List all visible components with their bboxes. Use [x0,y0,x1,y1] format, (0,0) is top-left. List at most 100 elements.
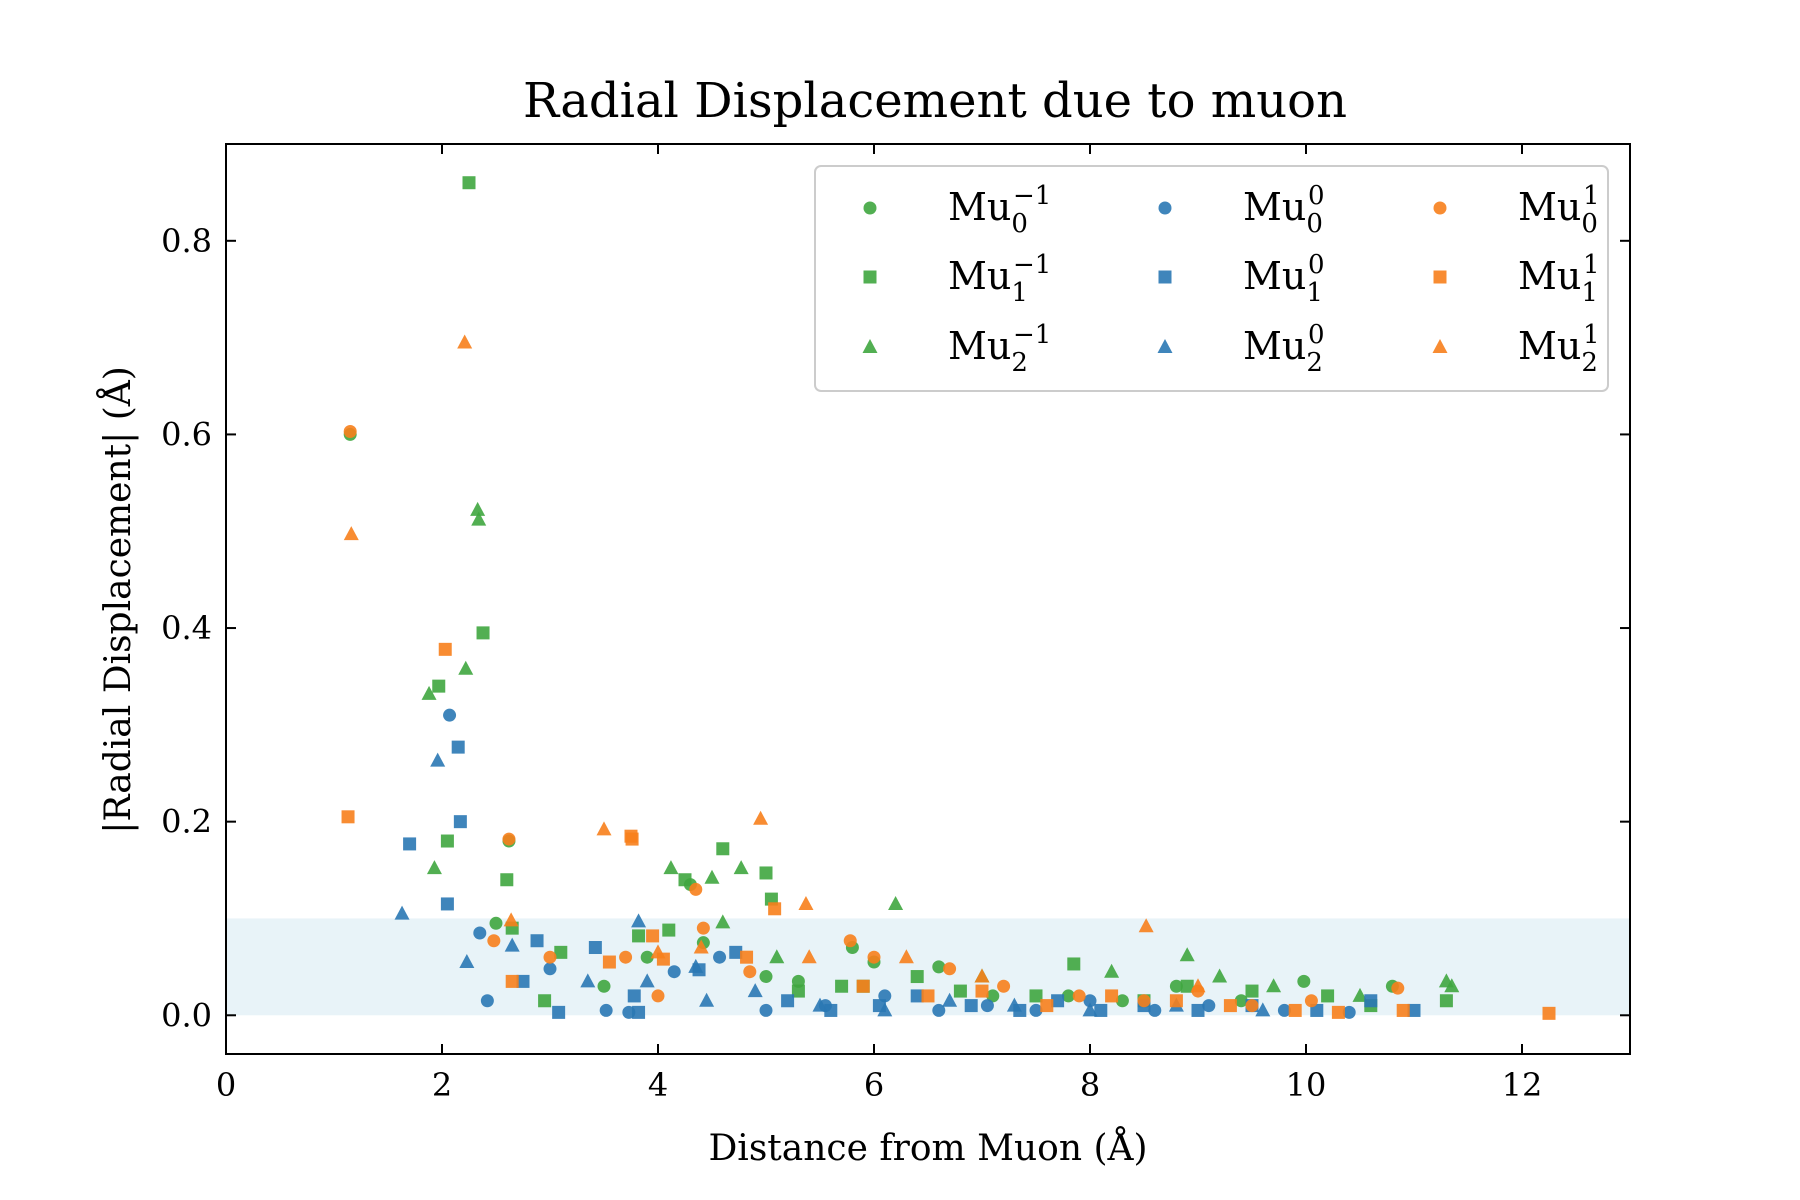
data-point [662,923,676,937]
data-point [1266,978,1282,993]
data-point [650,944,666,959]
ticks-layer: 0 2 4 6 8 10 12 0.0 0.2 0.4 0.6 0.8 [161,144,1630,1104]
chart-title: Radial Displacement due to muon [523,73,1347,129]
legend-label: Mu10 [1243,250,1324,308]
y-tick-label: 0.8 [161,222,212,260]
y-tick-label: 0.0 [161,996,212,1034]
data-point [759,866,773,880]
data-points-layer [341,176,1556,1020]
legend-label: Mu0−1 [948,181,1051,239]
data-point [1067,957,1081,971]
data-point [1006,997,1022,1012]
data-point [1190,978,1206,993]
data-point [910,970,924,984]
data-point [646,929,660,943]
data-point [1148,1003,1162,1017]
data-point [781,994,795,1008]
data-point [1169,994,1183,1008]
data-point [688,958,704,973]
data-point [543,962,557,976]
data-point [1082,1002,1098,1017]
data-point [440,897,454,911]
data-point [430,752,446,767]
data-point [678,873,692,887]
data-point [443,708,457,722]
data-point [1137,994,1151,1008]
data-point [639,973,655,988]
data-point [502,832,516,846]
data-point [932,1003,946,1017]
data-point [1407,1003,1421,1017]
data-point [812,997,828,1012]
data-point [596,821,612,836]
data-point [516,974,530,988]
data-point [921,989,935,1003]
data-point [696,921,710,935]
data-point [487,934,501,948]
legend-marker [863,270,877,284]
data-point [462,176,476,190]
data-point [856,979,870,993]
data-point [1202,999,1216,1013]
data-point [451,740,465,754]
data-point [552,1005,566,1019]
data-point [801,949,817,964]
data-point [1542,1006,1556,1020]
x-tick-label: 0 [216,1066,236,1104]
data-point [341,810,355,824]
data-point [877,1002,893,1017]
legend-marker [1157,339,1173,353]
data-point [1029,1003,1043,1017]
data-point [1352,987,1368,1002]
data-point [743,965,757,979]
data-point [403,837,417,851]
data-point [470,501,486,516]
data-point [1094,1003,1108,1017]
legend: Mu0−1 Mu1−1 Mu2−1 Mu00 Mu10 Mu20 Mu01 Mu11 Mu21 [814,165,1609,392]
data-point [632,1005,646,1019]
x-tick-label: 10 [1286,1066,1327,1104]
data-point [489,916,503,930]
data-point [453,815,467,829]
data-point [824,1003,838,1017]
data-point [1304,994,1318,1008]
x-tick-label: 8 [1080,1066,1100,1104]
data-point [1331,1005,1345,1019]
data-point [1444,978,1460,993]
data-point [867,950,881,964]
data-point [1391,981,1405,995]
x-tick-label: 4 [648,1066,668,1104]
data-point [953,984,967,998]
data-point [1396,1003,1410,1017]
data-point [835,979,849,993]
legend-label: Mu11 [1518,250,1599,308]
data-point [458,660,474,675]
data-point [974,968,990,983]
data-point [1223,999,1237,1013]
data-point [759,970,773,984]
legend-marker [1433,270,1447,284]
data-point [599,1003,613,1017]
data-point [689,882,703,896]
data-point [473,926,487,940]
data-point [759,1003,773,1017]
data-point [627,989,641,1003]
data-point [713,950,727,964]
x-tick-label: 12 [1502,1066,1543,1104]
y-tick-label: 0.4 [161,609,212,647]
data-point [1234,994,1248,1008]
data-point [1104,963,1120,978]
legend-label: Mu21 [1518,320,1599,378]
data-point [693,939,709,954]
data-point [1179,947,1195,962]
y-tick-label: 0.6 [161,415,212,453]
data-point [740,950,754,964]
y-axis-label: |Radial Displacement| (Å) [97,366,139,834]
data-point [1245,999,1259,1013]
data-point [1072,989,1086,1003]
data-point [932,960,946,974]
data-point [1245,984,1259,998]
plot-frame [225,143,1631,1055]
legend-marker [862,339,878,353]
